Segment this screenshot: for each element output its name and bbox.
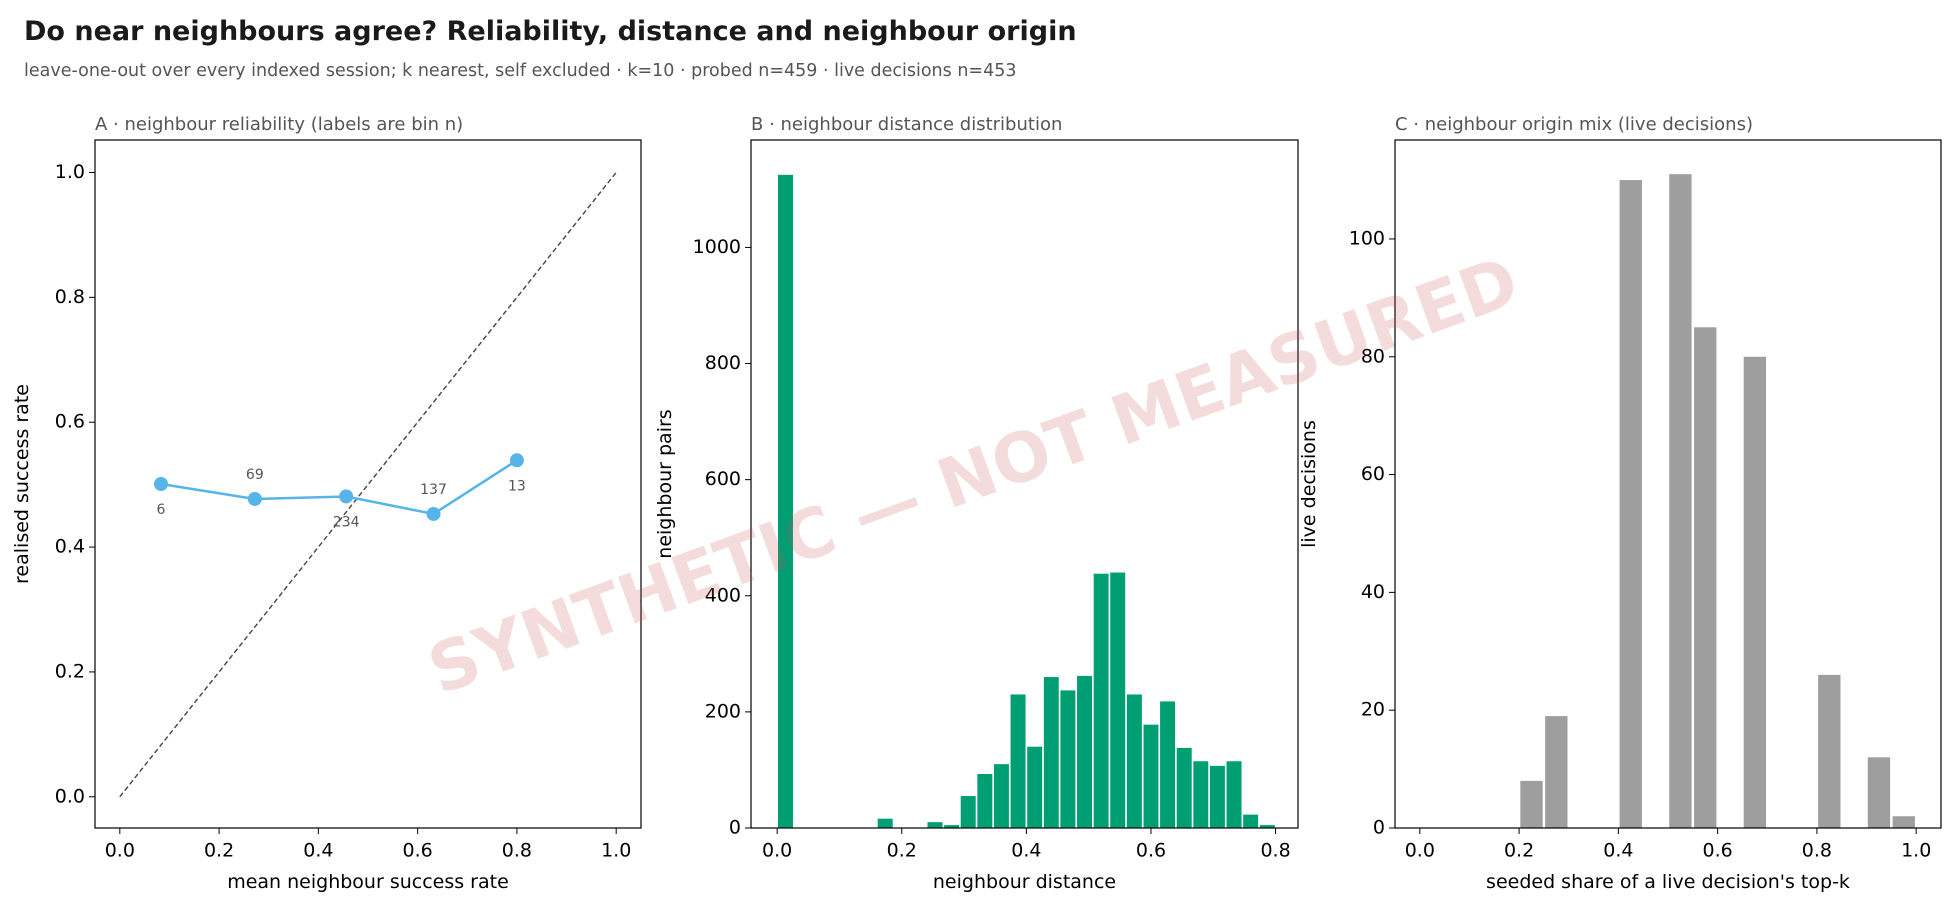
point bbox=[154, 477, 169, 491]
y-axis-label: realised success rate bbox=[11, 384, 33, 584]
point bbox=[247, 491, 262, 506]
bin-n-label: 137 bbox=[420, 482, 447, 498]
x-tick-label: 1.0 bbox=[601, 840, 631, 862]
x-tick-label: 0.6 bbox=[1703, 840, 1733, 862]
bin-n-label: 69 bbox=[246, 467, 264, 483]
x-axis-label: seeded share of a live decision's top-k bbox=[1486, 871, 1850, 893]
x-tick-label: 0.6 bbox=[1136, 840, 1166, 862]
bin-n-label: 234 bbox=[333, 514, 360, 530]
panel-title: C · neighbour origin mix (live decisions… bbox=[1395, 114, 1753, 135]
panel-title: B · neighbour distance distribution bbox=[751, 114, 1062, 135]
x-tick-label: 0.8 bbox=[502, 840, 532, 862]
bin-n-label: 13 bbox=[508, 478, 526, 494]
bar bbox=[944, 825, 960, 828]
bar bbox=[1545, 716, 1568, 828]
panel: C · neighbour origin mix (live decisions… bbox=[1298, 114, 1942, 893]
y-axis-label: neighbour pairs bbox=[654, 409, 676, 558]
bar bbox=[1694, 327, 1717, 828]
bar bbox=[1209, 765, 1225, 828]
bar bbox=[1160, 701, 1176, 828]
bar bbox=[977, 774, 993, 828]
x-tick-label: 0.2 bbox=[204, 840, 234, 862]
bin-n-label: 6 bbox=[157, 502, 166, 518]
y-tick-label: 0.0 bbox=[55, 785, 85, 807]
x-tick-label: 0.6 bbox=[403, 840, 433, 862]
x-tick-label: 0.0 bbox=[1405, 840, 1435, 862]
charts: A · neighbour reliability (labels are bi… bbox=[11, 114, 1942, 893]
axes-frame bbox=[94, 139, 642, 829]
y-tick-label: 1000 bbox=[693, 236, 741, 258]
x-tick-label: 0.2 bbox=[1504, 840, 1534, 862]
bar bbox=[1619, 180, 1642, 828]
bar bbox=[1043, 677, 1059, 828]
y-tick-label: 40 bbox=[1361, 581, 1385, 603]
y-tick-label: 20 bbox=[1361, 699, 1385, 721]
y-tick-label: 60 bbox=[1361, 463, 1385, 485]
bar bbox=[1259, 825, 1275, 828]
y-axis-label: live decisions bbox=[1298, 420, 1320, 548]
x-tick-label: 1.0 bbox=[1901, 840, 1931, 862]
bar bbox=[1110, 572, 1126, 828]
bar bbox=[877, 818, 893, 828]
y-tick-label: 600 bbox=[705, 468, 741, 490]
y-tick-label: 80 bbox=[1361, 345, 1385, 367]
y-tick-label: 0 bbox=[729, 817, 741, 839]
bar bbox=[1176, 747, 1192, 828]
y-tick-label: 800 bbox=[705, 352, 741, 374]
page-subtitle: leave-one-out over every indexed session… bbox=[24, 61, 1016, 81]
bar bbox=[1818, 674, 1841, 828]
y-tick-label: 0.6 bbox=[55, 411, 85, 433]
axes-frame bbox=[1394, 139, 1942, 829]
y-tick-label: 0.4 bbox=[55, 536, 85, 558]
reference-diagonal bbox=[119, 172, 617, 798]
bar bbox=[993, 764, 1009, 828]
bar bbox=[960, 796, 976, 828]
bar bbox=[1143, 724, 1159, 828]
bar bbox=[1027, 746, 1043, 828]
x-tick-label: 0.0 bbox=[105, 840, 135, 862]
y-tick-label: 100 bbox=[1349, 227, 1385, 249]
axes-frame bbox=[750, 139, 1299, 829]
x-tick-label: 0.4 bbox=[1011, 840, 1041, 862]
series-line bbox=[160, 459, 518, 516]
bar bbox=[1193, 761, 1209, 828]
y-tick-label: 1.0 bbox=[55, 161, 85, 183]
point bbox=[339, 489, 354, 504]
y-tick-label: 0.2 bbox=[55, 660, 85, 682]
x-axis-label: mean neighbour success rate bbox=[227, 871, 509, 893]
bar bbox=[927, 822, 943, 828]
bar bbox=[1743, 356, 1767, 828]
bar bbox=[1243, 814, 1259, 828]
bar bbox=[1010, 694, 1026, 828]
bar bbox=[1060, 690, 1076, 828]
panel: A · neighbour reliability (labels are bi… bbox=[11, 114, 642, 893]
x-axis-label: neighbour distance bbox=[933, 871, 1116, 893]
x-tick-label: 0.0 bbox=[762, 840, 792, 862]
panel: B · neighbour distance distribution neigh… bbox=[654, 114, 1299, 893]
y-tick-label: 400 bbox=[705, 584, 741, 606]
point bbox=[426, 506, 441, 521]
bar bbox=[1669, 174, 1692, 829]
bar bbox=[1226, 761, 1242, 828]
bar bbox=[1867, 757, 1891, 828]
x-tick-label: 0.4 bbox=[303, 840, 333, 862]
bar bbox=[777, 174, 793, 828]
page-title: Do near neighbours agree? Reliability, d… bbox=[24, 16, 1077, 47]
bar bbox=[1093, 573, 1109, 828]
bar bbox=[1892, 816, 1915, 828]
x-tick-label: 0.4 bbox=[1603, 840, 1633, 862]
bar bbox=[1520, 780, 1543, 828]
point bbox=[509, 453, 524, 468]
x-tick-label: 0.8 bbox=[1802, 840, 1832, 862]
x-tick-label: 0.8 bbox=[1260, 840, 1290, 862]
y-tick-label: 0 bbox=[1373, 817, 1385, 839]
y-tick-label: 200 bbox=[705, 700, 741, 722]
bar bbox=[1126, 694, 1142, 828]
x-tick-label: 0.2 bbox=[887, 840, 917, 862]
bar bbox=[1077, 675, 1093, 828]
y-tick-label: 0.8 bbox=[55, 286, 85, 308]
panel-title: A · neighbour reliability (labels are bi… bbox=[95, 114, 463, 135]
